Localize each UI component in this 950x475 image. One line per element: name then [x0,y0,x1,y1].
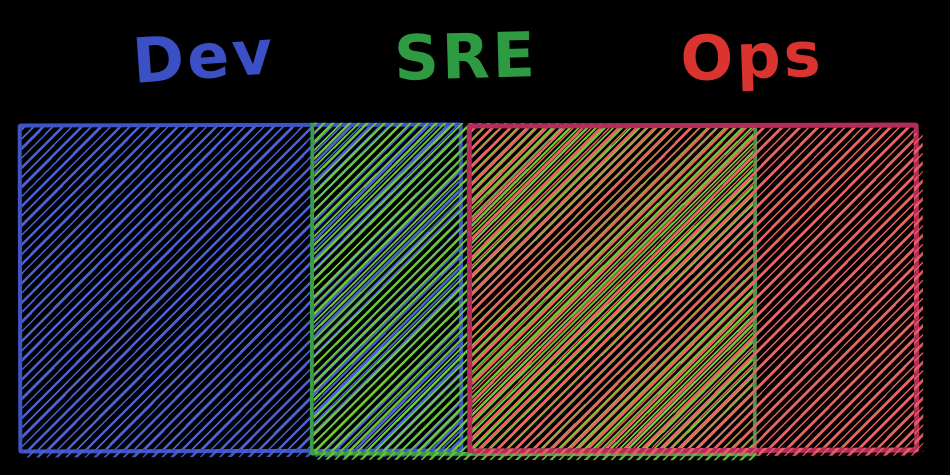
ops-set-rect [466,122,920,454]
sre-label: SRE [393,18,539,95]
dev-label: Dev [130,15,278,98]
ops-label: Ops [679,17,825,96]
